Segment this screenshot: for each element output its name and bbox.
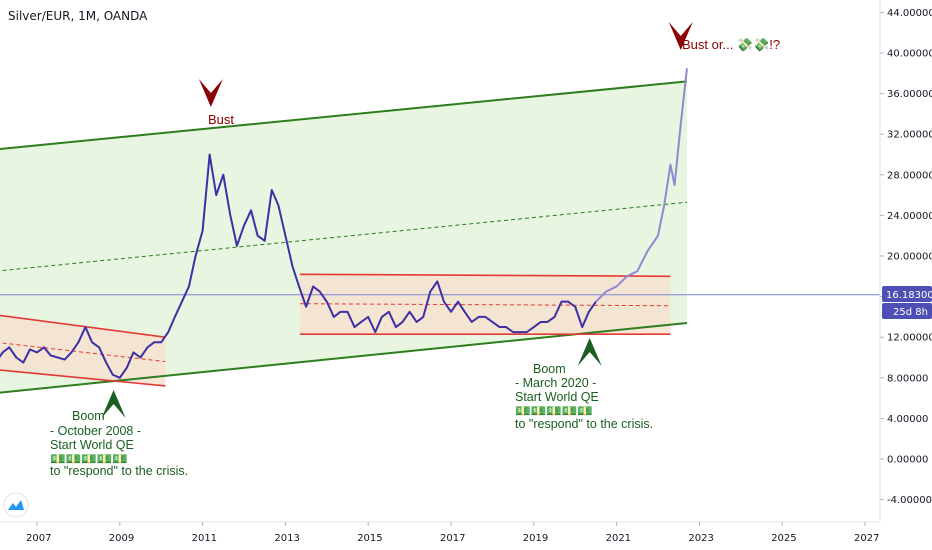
time-axis-label: 2023 <box>688 533 713 544</box>
channel-lines <box>0 80 880 394</box>
price-axis-label: 44.00000 <box>887 8 932 19</box>
channel-2007-lower <box>0 369 166 387</box>
annotation-arrows <box>101 22 693 418</box>
boom-2020-line: Start World QE <box>515 390 599 404</box>
channel-2007-upper <box>0 314 166 338</box>
price-axis-label: 12.00000 <box>887 333 932 344</box>
boom-2008-note: Boom - October 2008 - Start World QE 💵💵💵… <box>50 409 188 478</box>
bust-label: Bust <box>208 112 234 127</box>
boom-2020-line: 💵💵💵💵💵 <box>515 404 593 418</box>
channel-2007-fill <box>0 315 166 386</box>
bust-or-arrow-icon <box>668 22 693 50</box>
price-axis-label: 20.00000 <box>887 252 932 263</box>
logo-circle-icon <box>3 492 29 518</box>
price-lines <box>0 68 688 379</box>
time-axis-label: 2015 <box>357 533 382 544</box>
boom-2008-line: to "respond" to the crisis. <box>50 464 188 478</box>
last-price-badge: 16.18300 <box>882 286 932 302</box>
time-axis-label: 2011 <box>192 533 217 544</box>
time-axis[interactable]: 2007 2009 2011 2013 2015 2017 2019 2021 2023 2025… <box>26 522 879 544</box>
boom-2008-line: Start World QE <box>50 438 134 452</box>
bust-arrow-icon <box>198 79 223 107</box>
price-axis-label: 0.00000 <box>887 455 928 466</box>
price-axis-label: 8.00000 <box>887 373 928 384</box>
time-axis-label: 2013 <box>274 533 299 544</box>
last-price-text: 16.18300 <box>886 290 932 301</box>
boom-2008-line: 💵💵💵💵💵 <box>50 452 128 466</box>
price-axis-label: 32.00000 <box>887 130 932 141</box>
logo-mountain-icon <box>8 500 24 510</box>
boom-2020-note: Boom - March 2020 - Start World QE 💵💵💵💵💵… <box>515 362 653 431</box>
boom-2008-line: - October 2008 - <box>50 424 141 438</box>
channel-2007-mid <box>0 342 166 363</box>
range-box-mid <box>299 303 671 307</box>
time-axis-label: 2021 <box>606 533 631 544</box>
recent-price-series-line <box>595 68 688 303</box>
boom-2020-line: - March 2020 - <box>515 376 596 390</box>
price-axis-label: 36.00000 <box>887 89 932 100</box>
time-axis-label: 2007 <box>26 533 51 544</box>
chart-title: Silver/EUR, 1M, OANDA <box>8 9 148 23</box>
range-box-upper <box>299 273 671 278</box>
last-price-badge-bg <box>882 286 932 302</box>
time-axis-label: 2017 <box>440 533 465 544</box>
green-channel-mid <box>0 201 688 272</box>
time-axis-label: 2009 <box>109 533 134 544</box>
channel-fills <box>0 81 687 393</box>
tradingview-logo[interactable] <box>3 492 29 518</box>
bust-or-label: Bust or... 💸💸!? <box>682 37 780 52</box>
countdown-badge-bg <box>882 303 932 319</box>
time-axis-label: 2019 <box>523 533 548 544</box>
price-axis-label: -4.00000 <box>887 495 932 506</box>
boom-2008-arrow-icon <box>101 390 126 418</box>
green-channel-upper <box>0 80 688 150</box>
countdown-text: 25d 8h <box>893 307 928 318</box>
boom-2020-line: Boom <box>533 362 566 376</box>
price-axis-label: 28.00000 <box>887 170 932 181</box>
time-axis-label: 2027 <box>854 533 879 544</box>
price-axis-label: 4.00000 <box>887 414 928 425</box>
countdown-badge: 25d 8h <box>882 303 932 319</box>
boom-2020-arrow-icon <box>577 338 602 366</box>
boom-2020-line: to "respond" to the crisis. <box>515 417 653 431</box>
price-axis-label: 40.00000 <box>887 49 932 60</box>
time-axis-label: 2025 <box>771 533 796 544</box>
boom-2008-line: Boom <box>72 409 105 423</box>
price-axis-label: 24.00000 <box>887 211 932 222</box>
price-series-line <box>0 153 597 379</box>
